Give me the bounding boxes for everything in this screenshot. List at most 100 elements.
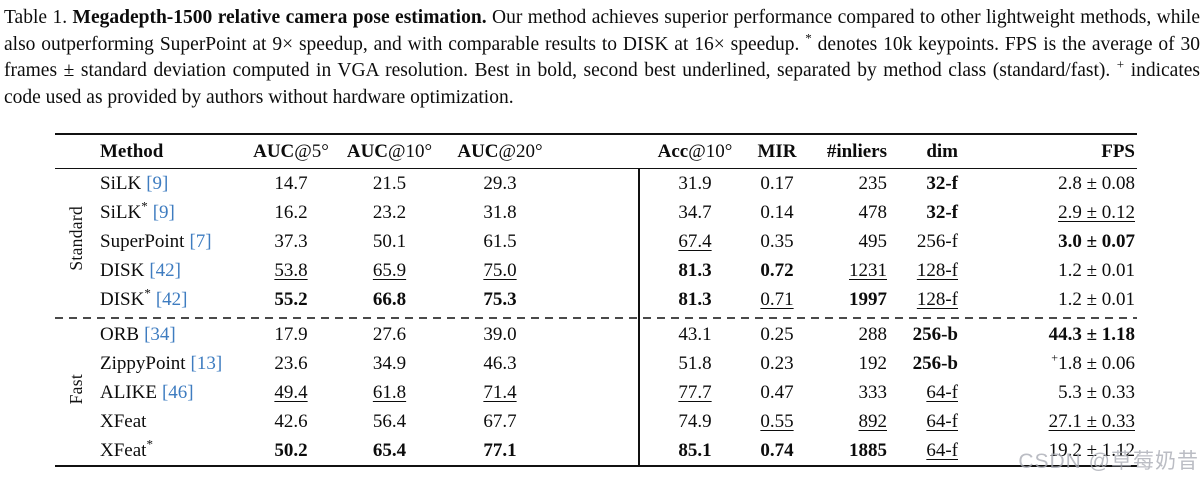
fps-cell: 5.3 ± 0.33 [1058, 381, 1135, 403]
dim-cell: 256-b [912, 352, 958, 374]
inliers-cell: 333 [858, 381, 888, 403]
col-header-auc5: AUC@5° [253, 140, 329, 162]
dashed-divider [55, 314, 1137, 320]
table-row-disk-star: DISK* [42] 55.2 66.8 75.3 81.3 0.71 1997 … [55, 285, 1137, 314]
mir-cell: 0.72 [760, 259, 794, 281]
mir-cell: 0.14 [760, 201, 794, 223]
inliers-cell: 478 [858, 201, 888, 223]
table-caption: Table 1. Megadepth-1500 relative camera … [4, 5, 1200, 111]
auc20-cell: 77.1 [483, 439, 517, 461]
inliers-cell: 1231 [849, 259, 887, 281]
dim-cell: 256-f [916, 230, 958, 252]
dim-cell: 32-f [926, 172, 958, 194]
acc10-cell: 81.3 [678, 288, 712, 310]
table-row-silk: Standard SiLK [9] 14.7 21.5 29.3 31.9 0.1… [55, 169, 1137, 271]
method-cell: SuperPoint [7] [100, 230, 212, 252]
caption-body-1: Our method achieves superior performance… [4, 7, 1201, 55]
method-cell: SiLK [9] [100, 172, 169, 194]
citation-link[interactable]: [7] [189, 230, 212, 252]
acc10-cell: 85.1 [678, 439, 712, 461]
acc10-cell: 51.8 [678, 352, 712, 374]
fps-cell: 27.1 ± 0.33 [1048, 410, 1135, 432]
citation-link[interactable]: [46] [161, 381, 194, 403]
auc20-cell: 75.0 [483, 259, 517, 281]
mir-cell: 0.23 [760, 352, 794, 374]
method-cell: ORB [34] [100, 323, 176, 345]
dim-cell: 64-f [926, 381, 958, 403]
table-row-xfeat: XFeat 42.6 56.4 67.7 74.9 0.55 892 64-f … [55, 407, 1137, 436]
csdn-watermark: CSDN @草莓奶昔 [1018, 450, 1199, 473]
mir-cell: 0.47 [760, 381, 794, 403]
auc20-cell: 29.3 [483, 172, 517, 194]
mir-cell: 0.25 [760, 323, 794, 345]
auc5-cell: 17.9 [274, 323, 308, 345]
auc10-cell: 21.5 [372, 172, 407, 194]
table-row-alike: ALIKE [46] 49.4 61.8 71.4 77.7 0.47 333 6… [55, 378, 1137, 407]
citation-link[interactable]: [42] [155, 288, 188, 310]
auc10-cell: 23.2 [372, 201, 407, 223]
fps-cell: 19.2 ± 1.12 [1048, 439, 1135, 461]
table-row-xfeat-star: XFeat* 50.2 65.4 77.1 85.1 0.74 1885 64-… [55, 436, 1137, 466]
acc10-cell: 67.4 [678, 230, 712, 252]
method-cell: XFeat* [100, 436, 153, 461]
auc20-cell: 75.3 [483, 288, 517, 310]
mir-cell: 0.71 [760, 288, 794, 310]
group-col-header [55, 134, 97, 169]
dim-cell: 256-b [912, 323, 958, 345]
fps-cell: 3.0 ± 0.07 [1058, 230, 1135, 252]
caption-body-2: denotes 10k keypoints. FPS is the averag… [4, 33, 1200, 82]
auc5-cell: 53.8 [274, 259, 308, 281]
caption-bold-title: Megadepth-1500 relative camera pose esti… [72, 7, 487, 28]
dim-cell: 128-f [916, 259, 958, 281]
inliers-cell: 288 [858, 323, 888, 345]
citation-link[interactable]: [42] [149, 259, 181, 281]
inliers-cell: 192 [858, 352, 888, 374]
col-header-fps: FPS [1101, 140, 1135, 162]
table-row-silk-star: SiLK* [9] 16.2 23.2 31.8 34.7 0.14 478 32… [55, 198, 1137, 227]
caption-body-3: indicates code used as provided by autho… [4, 60, 1200, 108]
column-divider-line [638, 169, 640, 467]
auc5-cell: 50.2 [274, 439, 308, 461]
method-cell: DISK* [42] [100, 285, 188, 310]
group-label-standard: Standard [65, 206, 86, 271]
inliers-cell: 1997 [849, 288, 887, 310]
fps-cell: 2.9 ± 0.12 [1058, 201, 1135, 223]
col-header-inliers: #inliers [826, 140, 887, 162]
mir-cell: 0.55 [760, 410, 794, 432]
dim-cell: 64-f [926, 410, 958, 432]
acc10-cell: 77.7 [678, 381, 712, 403]
method-cell: DISK [42] [100, 259, 181, 281]
fps-cell: 2.8 ± 0.08 [1058, 172, 1135, 194]
auc5-cell: 42.6 [274, 410, 308, 432]
auc10-cell: 65.4 [372, 439, 407, 461]
auc20-cell: 71.4 [483, 381, 517, 403]
fps-cell: 1.2 ± 0.01 [1058, 288, 1135, 310]
table-row-superpoint: SuperPoint [7] 37.3 50.1 61.5 67.4 0.35 4… [55, 227, 1137, 256]
citation-link[interactable]: [13] [190, 352, 223, 374]
citation-link[interactable]: [34] [144, 323, 176, 345]
auc10-cell: 50.1 [372, 230, 407, 252]
class-separator [55, 314, 1137, 320]
acc10-cell: 74.9 [678, 410, 712, 432]
table-row-zippypoint: ZippyPoint [13] 23.6 34.9 46.3 51.8 0.23 … [55, 349, 1137, 378]
inliers-cell: 235 [858, 172, 888, 194]
acc10-cell: 34.7 [678, 201, 712, 223]
fps-cell: +1.8 ± 0.06 [1051, 350, 1135, 374]
citation-link[interactable]: [9] [146, 172, 169, 194]
auc10-cell: 66.8 [372, 288, 407, 310]
dim-cell: 32-f [926, 201, 958, 223]
inliers-cell: 495 [858, 230, 888, 252]
mir-cell: 0.35 [760, 230, 794, 252]
auc5-cell: 37.3 [274, 230, 308, 252]
acc10-cell: 31.9 [678, 172, 712, 194]
table-row-disk: DISK [42] 53.8 65.9 75.0 81.3 0.72 1231 1… [55, 256, 1137, 285]
auc5-cell: 23.6 [274, 352, 308, 374]
col-header-method: Method [100, 140, 164, 162]
fps-cell: 44.3 ± 1.18 [1048, 323, 1135, 345]
citation-link[interactable]: [9] [152, 201, 175, 223]
method-cell: ALIKE [46] [100, 381, 194, 403]
method-cell: XFeat [100, 410, 147, 432]
col-header-mir: MIR [757, 140, 797, 162]
group-label-fast: Fast [65, 374, 86, 405]
col-header-auc10: AUC@10° [346, 140, 433, 162]
